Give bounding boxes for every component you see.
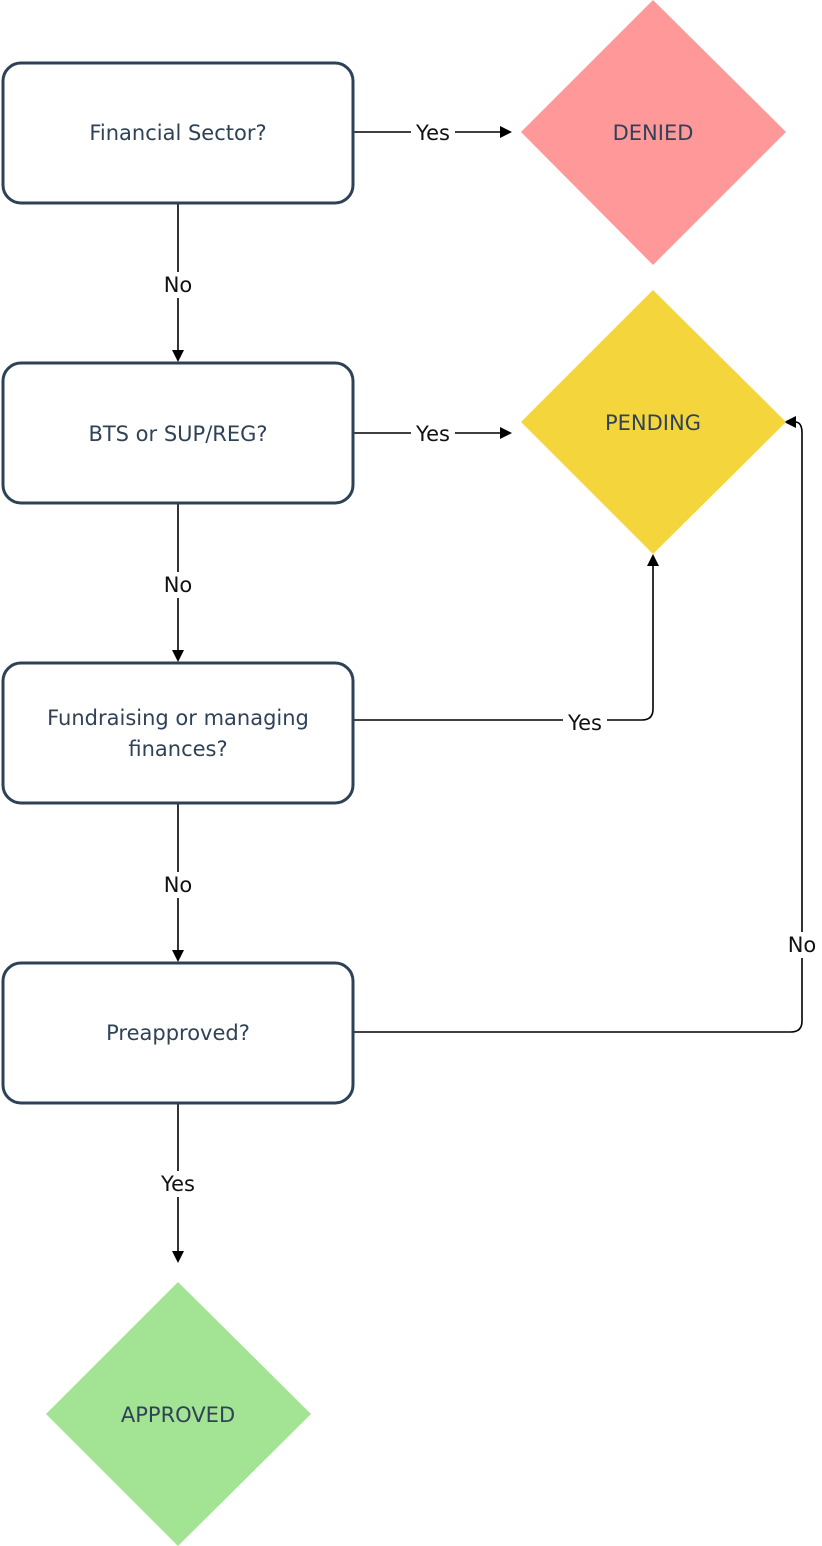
edge-preapproved-no: [353, 416, 803, 1033]
decision-preapproved: Preapproved?: [1, 961, 355, 1105]
label-bts-no: No: [164, 573, 193, 597]
outcome-denied-label: DENIED: [613, 121, 694, 145]
label-preapproved-no: No: [788, 933, 817, 957]
decision-bts-sup-reg: BTS or SUP/REG?: [1, 361, 355, 505]
outcome-approved-label: APPROVED: [121, 1403, 235, 1427]
label-fundraising-no: No: [164, 873, 193, 897]
decision-fundraising-label-line2: finances?: [128, 737, 227, 761]
label-financial-yes: Yes: [415, 121, 450, 145]
label-financial-no: No: [164, 273, 193, 297]
outcome-approved: APPROVED: [46, 1282, 311, 1546]
edge-labels: Yes No Yes No Yes No Yes No: [154, 120, 822, 1197]
outcome-pending-label: PENDING: [605, 411, 701, 435]
decision-bts-sup-reg-label: BTS or SUP/REG?: [88, 422, 267, 446]
label-fundraising-yes: Yes: [567, 711, 602, 735]
decision-fundraising: Fundraising or managing finances?: [1, 661, 355, 805]
decision-fundraising-label-line1: Fundraising or managing: [47, 706, 309, 730]
outcome-pending-diamond: [521, 290, 786, 554]
decision-financial-sector-label: Financial Sector?: [89, 121, 266, 145]
label-preapproved-yes: Yes: [160, 1172, 195, 1196]
edge-fundraising-yes: [353, 554, 659, 721]
decision-financial-sector: Financial Sector?: [1, 61, 355, 205]
outcome-pending: PENDING: [521, 290, 786, 554]
outcome-denied: DENIED: [521, 0, 786, 265]
outcome-denied-diamond: [521, 0, 786, 265]
outcome-approved-diamond: [46, 1282, 311, 1546]
label-bts-yes: Yes: [415, 422, 450, 446]
decision-preapproved-label: Preapproved?: [106, 1021, 250, 1045]
